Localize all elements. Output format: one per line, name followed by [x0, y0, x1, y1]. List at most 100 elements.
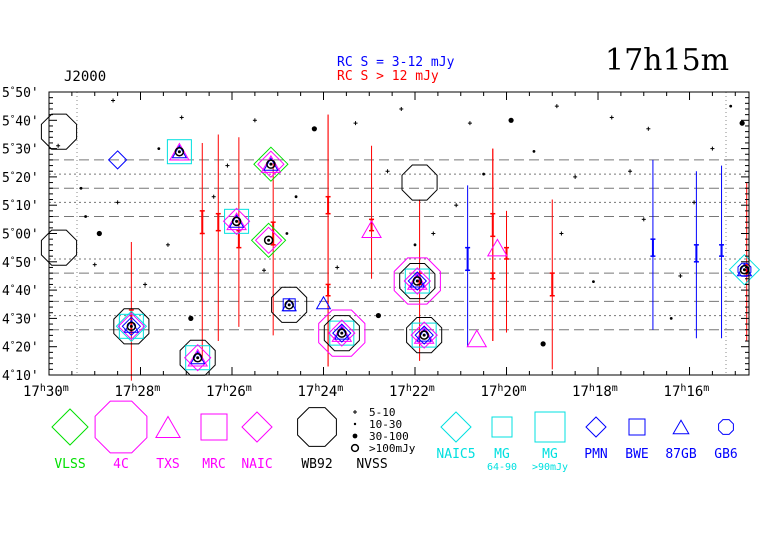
x-tick-hours: 17: [389, 384, 406, 400]
x-tick-hours: 17: [481, 384, 498, 400]
nvss-point-strong: [266, 159, 276, 169]
legend-label: NAIC: [241, 457, 272, 472]
legend-mg-symbol: [491, 416, 513, 438]
y-tick-label: 4°10': [2, 369, 39, 384]
nvss-point-core: [415, 279, 419, 283]
plot-area: [40, 92, 761, 381]
legend-gb6-symbol: [718, 419, 734, 435]
legend-pmn-symbol: [585, 416, 607, 438]
y-tick-deg: 5: [2, 114, 10, 129]
txs-marker: [413, 325, 435, 344]
legend-label: 4C: [113, 457, 129, 472]
y-tick-label: 4°50': [2, 256, 39, 271]
y-tick-min: 30': [15, 143, 38, 158]
nvss-point-strong: [739, 264, 750, 275]
rc-label-strong: RC S > 12 mJy: [337, 69, 439, 84]
y-tick-min: 10': [15, 369, 38, 384]
mg-marker: [224, 208, 250, 234]
legend-vlss-symbol: [51, 408, 89, 446]
y-tick-label: 5°50': [2, 86, 39, 101]
hour-mark: h: [223, 383, 229, 394]
y-tick-min: 20': [15, 171, 38, 186]
legend-label: WB92: [301, 457, 332, 472]
y-tick-label: 5°00': [2, 228, 39, 243]
y-tick-min: 00': [15, 228, 38, 243]
hour-mark: h: [314, 383, 320, 394]
degree-sign: °: [10, 284, 15, 294]
legend-label: VLSS: [54, 457, 85, 472]
nvss-point-bright: [540, 341, 546, 347]
nvss-point-mid: [669, 317, 673, 320]
legend-label: MRC: [202, 457, 225, 472]
x-tick-minutes: 30: [46, 384, 63, 400]
degree-sign: °: [10, 369, 15, 379]
nvss-point-bright: [96, 230, 102, 237]
naic-marker: [328, 319, 356, 347]
legend-txs-symbol: [155, 415, 181, 438]
x-tick-label: 17h18m: [572, 383, 618, 400]
y-tick-deg: 5: [2, 171, 10, 186]
legend-bwe-symbol: [628, 418, 646, 436]
minute-mark: m: [703, 383, 709, 394]
pmn-marker: [407, 271, 428, 291]
nvss-point-bright: [508, 117, 514, 123]
pmn-marker: [121, 316, 142, 337]
nvss-scale-symbol: [352, 433, 358, 439]
x-tick-minutes: 28: [137, 384, 154, 400]
legend-mg-symbol: [534, 411, 566, 443]
txs-marker: [361, 220, 382, 238]
x-tick-minutes: 18: [595, 384, 612, 400]
hour-mark: h: [40, 383, 46, 394]
minute-mark: m: [337, 383, 343, 394]
nvss-point-strong: [192, 352, 203, 363]
minute-mark: m: [63, 383, 69, 394]
nvss-point-strong: [263, 235, 274, 246]
nvss-point-bright: [375, 312, 382, 319]
legend-mrc-symbol: [200, 413, 228, 441]
minute-mark: m: [429, 383, 435, 394]
wb92-marker: [113, 308, 150, 345]
y-tick-deg: 5: [2, 86, 10, 101]
nvss-point-mid: [592, 280, 595, 284]
rc-label-faint: RC S = 3-12 mJy: [337, 55, 455, 70]
wb92-marker-edge: [40, 113, 78, 150]
nvss-point-strong: [337, 328, 347, 338]
y-tick-min: 40': [15, 114, 38, 129]
y-tick-min: 50': [15, 86, 38, 101]
y-tick-label: 5°40': [2, 114, 39, 129]
naic-marker: [254, 226, 283, 255]
nvss-point-core: [267, 238, 271, 242]
mg-marker: [329, 320, 355, 346]
y-tick-min: 30': [15, 312, 38, 327]
naic5-marker: [115, 310, 148, 343]
degree-sign: °: [10, 341, 15, 351]
degree-sign: °: [10, 199, 15, 209]
y-tick-min: 20': [15, 341, 38, 356]
nvss-point-strong: [231, 216, 242, 227]
degree-sign: °: [10, 228, 15, 238]
naic5-marker: [728, 253, 761, 286]
mg-marker: [118, 313, 144, 339]
nvss-point-core: [129, 324, 133, 328]
legend-label: TXS: [156, 457, 179, 472]
y-tick-label: 5°30': [2, 143, 39, 158]
4c-marker: [318, 309, 366, 357]
nvss-scale-symbol: [350, 443, 360, 453]
x-tick-hours: 17: [23, 384, 40, 400]
nvss-point-core: [235, 219, 239, 223]
pmn-marker: [107, 150, 128, 170]
legend-wb92-symbol: [297, 407, 337, 447]
4c-marker: [393, 257, 441, 305]
nvss-scale-label: 5-10: [369, 406, 396, 419]
mg-marker: [411, 322, 437, 348]
nvss-point-strong: [174, 146, 185, 157]
x-tick-minutes: 24: [320, 384, 337, 400]
legend-label: MG: [542, 447, 558, 462]
wb92-marker: [399, 263, 436, 300]
y-tick-deg: 4: [2, 312, 10, 327]
nvss-point-mid: [79, 186, 83, 190]
mg-marker: [166, 139, 192, 165]
